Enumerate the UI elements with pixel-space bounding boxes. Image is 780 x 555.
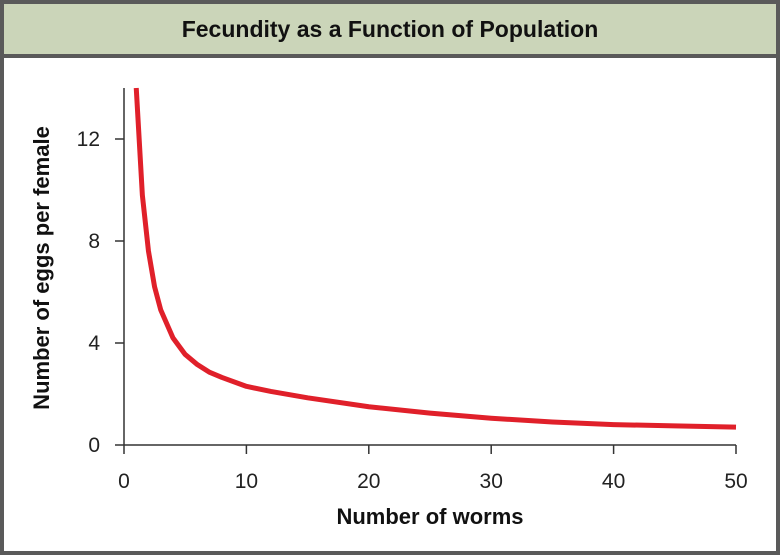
axes: 0 10 20 30 40 50 0 4 8 12 (77, 88, 748, 493)
x-tick-label: 0 (118, 470, 130, 493)
series-layer (133, 87, 737, 430)
x-tick-label: 30 (480, 470, 503, 493)
y-tick-label: 0 (88, 434, 100, 457)
y-tick-label: 4 (88, 332, 100, 355)
series-line (133, 87, 737, 430)
x-axis-title: Number of worms (336, 504, 523, 529)
chart-title: Fecundity as a Function of Population (181, 15, 599, 42)
x-tick-label: 40 (602, 470, 625, 493)
title-bar: Fecundity as a Function of Population (4, 4, 776, 58)
x-tick-label: 50 (724, 470, 747, 493)
y-tick-label: 12 (77, 128, 100, 151)
x-tick-label: 10 (235, 470, 258, 493)
x-tick-label: 20 (357, 470, 380, 493)
y-tick-label: 8 (88, 230, 100, 253)
y-axis-title: Number of eggs per female (29, 126, 54, 410)
